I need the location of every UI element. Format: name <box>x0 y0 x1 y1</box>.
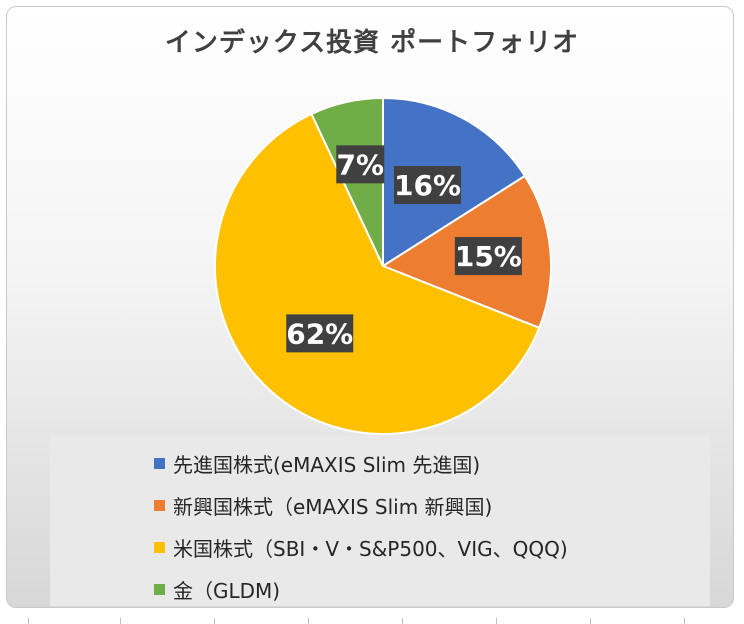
legend-label-developed: 先進国株式(eMAXIS Slim 先進国) <box>173 452 481 477</box>
legend-swatch-us <box>154 541 165 553</box>
data-label-box-developed <box>394 166 462 205</box>
legend-label-emerging: 新興国株式（eMAXIS Slim 新興国) <box>173 494 493 519</box>
legend-label-gold: 金（GLDM) <box>173 578 281 603</box>
legend-item-us: 米国株式（SBI・V・S&P500、VIG、QQQ) <box>154 526 710 568</box>
data-label-text-us: 62% <box>286 317 353 350</box>
data-label-text-developed: 16% <box>394 169 461 202</box>
data-label-box-emerging <box>454 237 522 276</box>
legend-swatch-gold <box>154 583 165 595</box>
chart-title: インデックス投資 ポートフォリオ <box>164 28 580 58</box>
data-label-emerging: 15% <box>454 237 522 276</box>
legend: 先進国株式(eMAXIS Slim 先進国) 新興国株式（eMAXIS Slim… <box>50 436 710 606</box>
data-label-box-us <box>286 314 354 353</box>
data-label-gold: 7% <box>336 145 385 184</box>
data-label-text-emerging: 15% <box>455 240 522 273</box>
legend-item-emerging: 新興国株式（eMAXIS Slim 新興国) <box>154 484 710 526</box>
legend-item-developed: 先進国株式(eMAXIS Slim 先進国) <box>154 442 710 484</box>
legend-item-gold: 金（GLDM) <box>154 568 710 610</box>
data-label-text-gold: 7% <box>337 148 385 181</box>
data-label-box-gold <box>336 145 385 184</box>
legend-swatch-developed <box>154 457 165 469</box>
legend-label-us: 米国株式（SBI・V・S&P500、VIG、QQQ) <box>173 536 568 561</box>
sheet-gridline-ticks <box>0 612 744 624</box>
data-label-us: 62% <box>286 314 354 353</box>
pie-slice-us <box>214 112 541 435</box>
legend-swatch-emerging <box>154 499 165 511</box>
data-label-developed: 16% <box>394 166 462 205</box>
